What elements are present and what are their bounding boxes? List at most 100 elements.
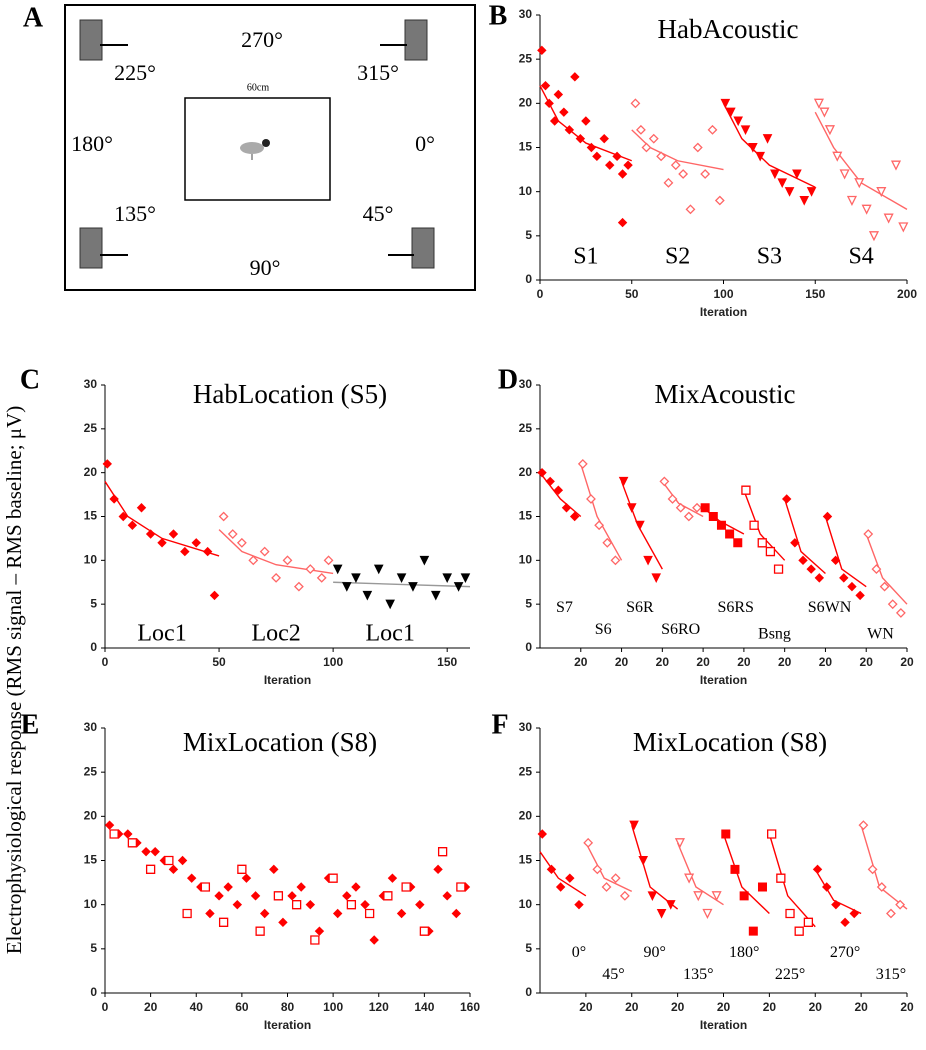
data-point xyxy=(730,864,740,874)
data-point xyxy=(656,909,667,919)
y-tick-label: 20 xyxy=(519,809,533,823)
x-tick-label: 20 xyxy=(656,655,670,669)
y-tick-label: 5 xyxy=(90,941,97,955)
y-tick-label: 20 xyxy=(84,465,98,479)
y-tick-label: 15 xyxy=(519,140,533,154)
data-point xyxy=(540,80,551,91)
annotation: 225° xyxy=(775,966,805,983)
data-point xyxy=(250,891,261,901)
chart-panel: 0 5 10 15 20 25 30 20 20 20 20 20 20 20 20 Iteration F Mi… xyxy=(491,709,914,1032)
data-point xyxy=(749,520,759,530)
data-point xyxy=(617,169,628,179)
data-point xyxy=(537,829,548,839)
data-point xyxy=(785,908,795,919)
angle-label: 315° xyxy=(357,60,399,85)
data-point xyxy=(619,890,630,901)
data-point xyxy=(278,917,288,928)
x-tick-label: 160 xyxy=(460,1000,480,1014)
data-point xyxy=(168,529,179,539)
data-point xyxy=(792,169,802,180)
data-point xyxy=(803,917,814,927)
y-tick-label: 20 xyxy=(519,465,533,479)
data-point xyxy=(575,133,586,144)
fit-line xyxy=(539,472,582,518)
data-point xyxy=(623,160,633,170)
panel-label: B xyxy=(489,0,508,31)
data-point xyxy=(433,864,443,875)
x-tick-label: 50 xyxy=(212,655,226,669)
fit-line xyxy=(661,481,704,518)
data-point xyxy=(824,125,835,136)
data-point xyxy=(282,555,293,566)
data-point xyxy=(150,846,160,857)
data-point xyxy=(777,178,788,188)
data-point xyxy=(237,864,247,874)
data-point xyxy=(123,829,133,839)
x-tick-label: 140 xyxy=(414,1000,434,1014)
x-axis-label: Iteration xyxy=(700,673,747,687)
x-tick-label: 20 xyxy=(778,655,792,669)
data-point xyxy=(592,151,602,162)
data-point xyxy=(561,503,572,513)
data-point xyxy=(236,537,247,548)
data-point xyxy=(104,820,115,830)
data-point xyxy=(305,564,316,575)
data-point xyxy=(451,908,462,919)
data-point xyxy=(269,864,279,875)
data-point xyxy=(667,494,678,504)
data-point xyxy=(549,116,560,126)
y-tick-label: 5 xyxy=(525,941,532,955)
data-point xyxy=(287,891,297,901)
y-tick-label: 30 xyxy=(519,720,533,734)
data-point xyxy=(316,572,327,583)
data-point xyxy=(544,98,554,109)
data-point xyxy=(762,134,773,144)
data-point xyxy=(692,142,703,153)
data-point xyxy=(636,124,646,135)
fit-line xyxy=(768,833,816,928)
data-point xyxy=(781,494,792,504)
cage xyxy=(184,97,331,201)
data-point xyxy=(227,529,238,539)
data-point xyxy=(564,125,575,135)
x-tick-label: 0 xyxy=(102,1000,109,1014)
y-tick-label: 0 xyxy=(90,985,97,999)
data-point xyxy=(794,926,804,936)
fit-line xyxy=(814,868,862,915)
y-tick-label: 5 xyxy=(90,596,97,610)
data-point xyxy=(684,873,695,884)
chart-panel: 0 5 10 15 20 25 30 0 50 100 150 Iteration C HabLocati… xyxy=(20,364,471,687)
y-tick-label: 15 xyxy=(84,509,98,523)
data-point xyxy=(890,160,902,171)
data-point xyxy=(733,538,743,548)
data-point xyxy=(553,485,564,495)
data-point xyxy=(293,581,304,592)
data-point xyxy=(546,864,557,875)
data-point xyxy=(127,838,138,848)
data-point xyxy=(305,899,316,910)
data-point xyxy=(232,899,243,910)
data-point xyxy=(683,511,694,522)
data-point xyxy=(711,891,722,902)
y-tick-label: 25 xyxy=(84,764,98,778)
x-tick-label: 20 xyxy=(854,1000,868,1014)
chart-panel: 0 5 10 15 20 25 30 0 20 40 60 80 100 120 140 160 Iterati… xyxy=(21,709,481,1032)
data-point xyxy=(716,520,726,530)
data-point xyxy=(895,899,906,910)
data-point xyxy=(259,908,270,919)
x-axis-label: Iteration xyxy=(264,1018,311,1032)
x-tick-label: 20 xyxy=(144,1000,158,1014)
annotation: Loc2 xyxy=(251,620,300,646)
data-point xyxy=(118,511,128,522)
data-point xyxy=(629,820,639,831)
data-point xyxy=(351,573,361,583)
x-tick-label: 20 xyxy=(615,655,629,669)
data-point xyxy=(271,572,282,583)
y-axis-label: Electrophysiological response (RMS signa… xyxy=(2,406,26,954)
data-point xyxy=(218,511,229,522)
data-point xyxy=(419,555,430,566)
data-point xyxy=(806,187,817,197)
data-point xyxy=(209,590,220,601)
chart-title: MixLocation (S8) xyxy=(183,727,377,757)
